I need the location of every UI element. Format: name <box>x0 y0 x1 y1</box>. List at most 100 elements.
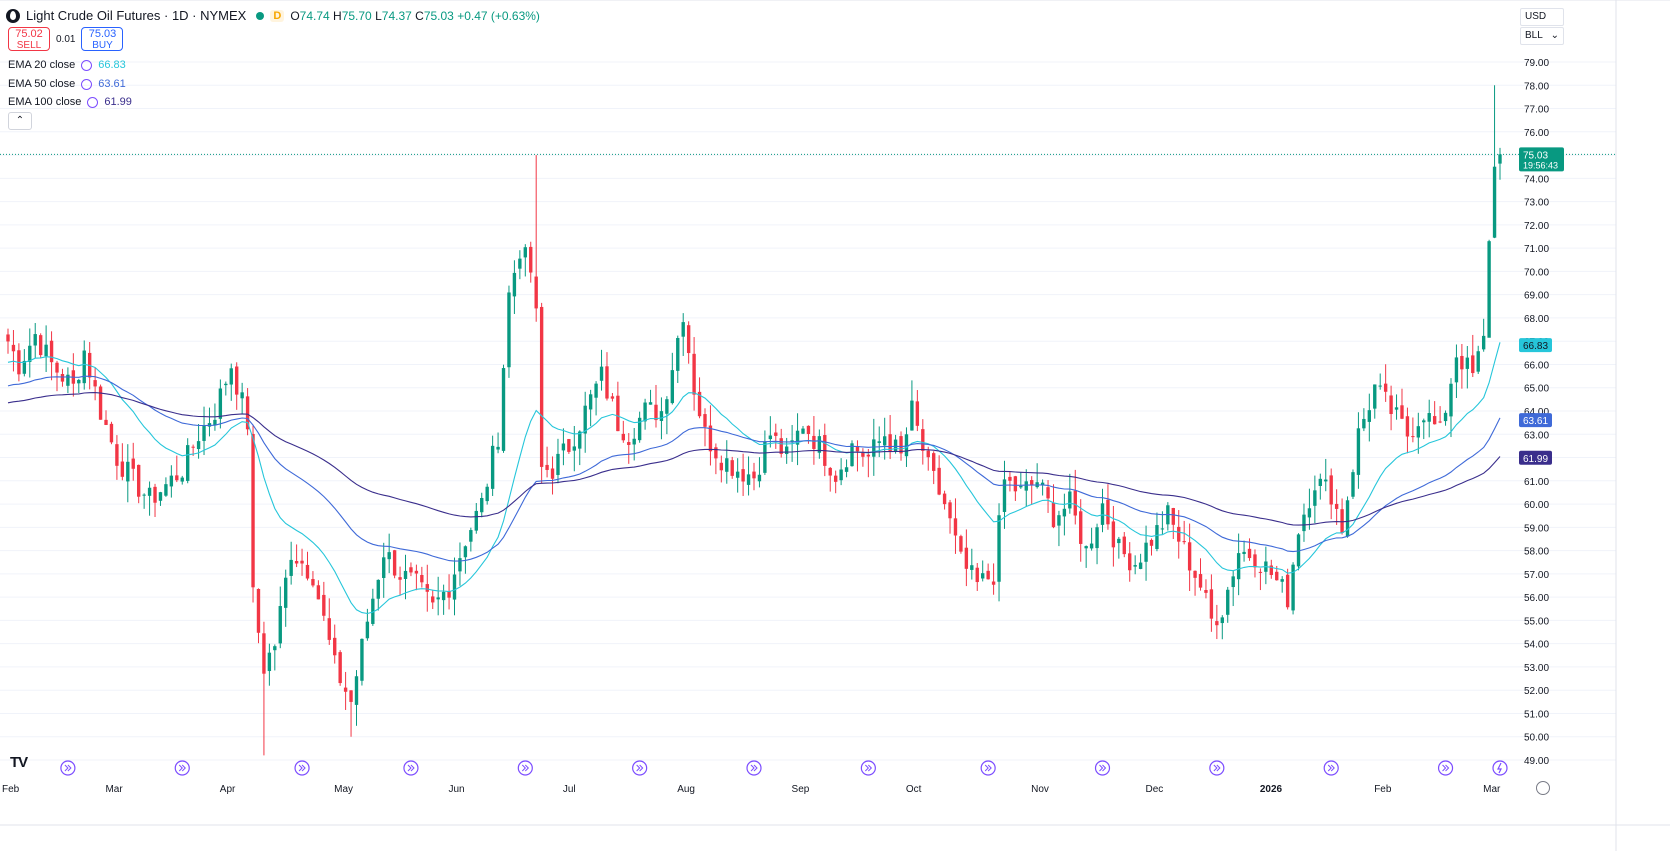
tradingview-logo-icon[interactable]: TV <box>10 754 28 771</box>
time-tick-label: Mar <box>105 784 123 795</box>
event-arrow-glyph <box>1213 764 1221 772</box>
candle-body <box>1117 538 1121 544</box>
candle-body <box>1024 481 1028 491</box>
candle-body <box>948 502 952 519</box>
candle-body <box>866 454 871 457</box>
candle-body <box>213 419 217 426</box>
candle-body <box>77 379 81 384</box>
candle-body <box>44 344 48 357</box>
ema50-line <box>7 375 1501 562</box>
candle-body <box>1068 491 1072 509</box>
candle-body <box>245 396 250 430</box>
candle-body <box>697 391 702 417</box>
candle-body <box>1062 508 1067 517</box>
time-tick-label: Jul <box>563 784 576 795</box>
price-tick-label: 56.00 <box>1524 593 1549 604</box>
candle-body <box>441 591 446 601</box>
price-tick-label: 72.00 <box>1524 221 1549 232</box>
candle-body <box>131 458 135 469</box>
candle-body <box>218 388 223 419</box>
collapse-legend-button[interactable]: ⌃ <box>8 112 32 130</box>
candle-body <box>567 439 571 452</box>
candle-body <box>572 446 576 451</box>
candle-body <box>828 467 832 476</box>
time-tick-label: Apr <box>220 784 236 795</box>
candle-body <box>1400 405 1404 419</box>
ema20-line <box>7 342 1501 615</box>
candle-body <box>1345 500 1350 537</box>
candle-body <box>1242 551 1246 555</box>
indicator-ema20[interactable]: EMA 20 close 66.83 <box>8 59 126 71</box>
candle-body <box>120 461 125 477</box>
candle-body <box>1378 385 1382 387</box>
candlestick-series <box>6 85 1502 756</box>
indicator-ema50[interactable]: EMA 50 close 63.61 <box>8 78 126 90</box>
indicator-ema100[interactable]: EMA 100 close 61.99 <box>8 96 132 108</box>
time-tick-label: Dec <box>1146 784 1164 795</box>
symbol-title[interactable]: Light Crude Oil Futures · 1D · NYMEX <box>26 8 247 23</box>
sell-button[interactable]: 75.02 SELL <box>8 27 50 51</box>
event-arrow-glyph <box>864 764 873 772</box>
candle-body <box>376 579 380 599</box>
event-arrow-glyph <box>1442 764 1450 772</box>
unit-select[interactable]: BLL ⌄ <box>1520 27 1564 45</box>
candle-body <box>556 453 560 475</box>
candle-body <box>360 638 364 681</box>
candle-body <box>1389 395 1393 415</box>
candle-body <box>1416 426 1421 438</box>
price-tick-label: 79.00 <box>1524 58 1549 69</box>
candle-body <box>1258 571 1263 573</box>
candle-body <box>1454 357 1459 383</box>
candle-body <box>1149 539 1154 546</box>
candle-body <box>578 431 582 449</box>
candle-body <box>719 462 724 471</box>
candle-body <box>1040 482 1045 485</box>
candle-body <box>300 560 304 564</box>
candle-body <box>409 567 413 573</box>
time-tick-label: May <box>334 784 353 795</box>
candle-body <box>382 557 386 578</box>
chevron-down-icon: ⌄ <box>1550 30 1559 41</box>
candle-body <box>659 411 664 421</box>
buy-button[interactable]: 75.03 BUY <box>81 27 124 51</box>
time-tick-label: Mar <box>1483 784 1501 795</box>
price-axis[interactable]: 49.00 50.00 51.00 52.00 53.00 54.00 55.00 56.00… <box>1524 58 1549 767</box>
candle-body <box>322 594 326 616</box>
ema-price-tag <box>1519 450 1552 465</box>
candle-body <box>512 272 517 297</box>
candle-body <box>812 435 816 449</box>
candle-body <box>1324 479 1328 482</box>
candle-body <box>202 425 206 441</box>
candle-body <box>904 434 909 457</box>
loading-indicator-icon <box>87 96 99 108</box>
candle-body <box>267 652 272 672</box>
candle-body <box>1182 541 1186 543</box>
candle-body <box>795 430 800 445</box>
ema-price-tag-label: 61.99 <box>1523 454 1548 465</box>
candle-body <box>594 383 598 398</box>
candle-body <box>1008 476 1012 481</box>
market-status-badge[interactable]: D <box>270 9 285 22</box>
ohlc-values: O74.74 H75.70 L74.37 C75.03 +0.47 (+0.63… <box>290 8 540 23</box>
event-arrow-glyph <box>1099 764 1107 772</box>
candle-body <box>387 552 391 560</box>
gear-icon[interactable] <box>1536 781 1550 795</box>
time-axis[interactable]: Feb Mar Apr May Jun Jul Aug Sep Oct Nov Dec 2026 Feb… <box>2 784 1501 795</box>
candle-body <box>115 444 119 466</box>
candle-body <box>480 497 484 513</box>
currency-select[interactable]: USD <box>1520 8 1564 26</box>
candle-body <box>833 475 838 482</box>
price-tick-label: 77.00 <box>1524 105 1549 116</box>
candle-body <box>175 475 179 481</box>
candle-body <box>784 446 789 455</box>
candle-body <box>490 445 495 489</box>
candle-body <box>1285 574 1290 608</box>
price-tick-label: 51.00 <box>1524 709 1549 720</box>
candle-body <box>1275 571 1279 581</box>
candle-body <box>284 577 288 608</box>
event-markers[interactable] <box>60 760 1508 776</box>
candle-body <box>1220 617 1224 624</box>
candle-body <box>1296 534 1301 567</box>
